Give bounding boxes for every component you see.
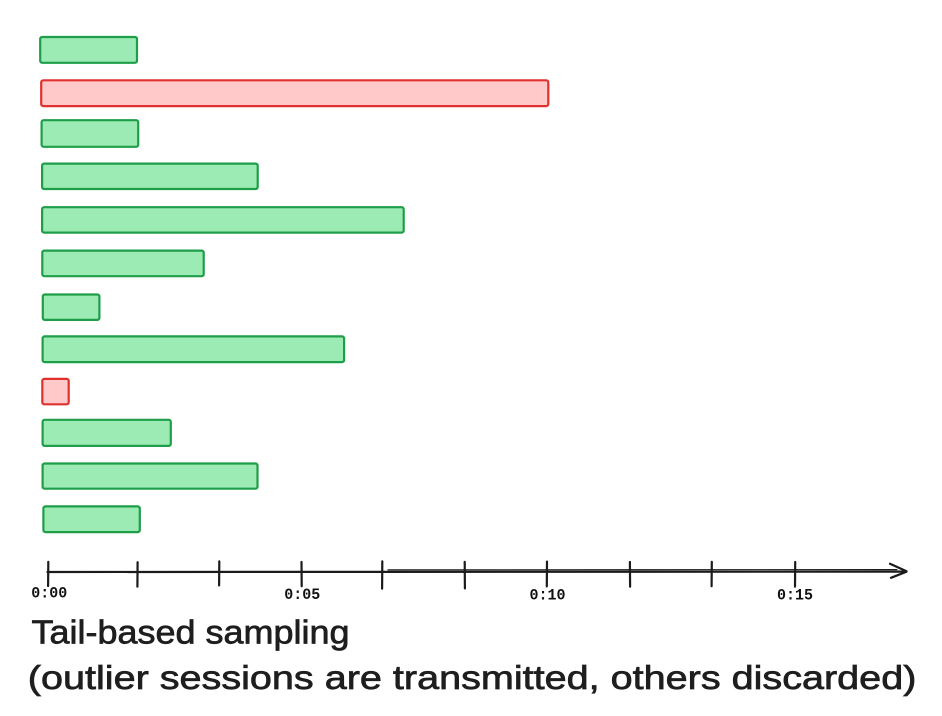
svg-text:0:00: 0:00 bbox=[31, 584, 67, 602]
svg-text:0:05: 0:05 bbox=[284, 586, 320, 604]
svg-text:Tail-based sampling: Tail-based sampling bbox=[32, 613, 350, 650]
svg-text:0:10: 0:10 bbox=[530, 587, 566, 605]
svg-text:(outlier sessions are transmit: (outlier sessions are transmitted, other… bbox=[28, 659, 917, 696]
svg-text:0:15: 0:15 bbox=[777, 586, 813, 604]
